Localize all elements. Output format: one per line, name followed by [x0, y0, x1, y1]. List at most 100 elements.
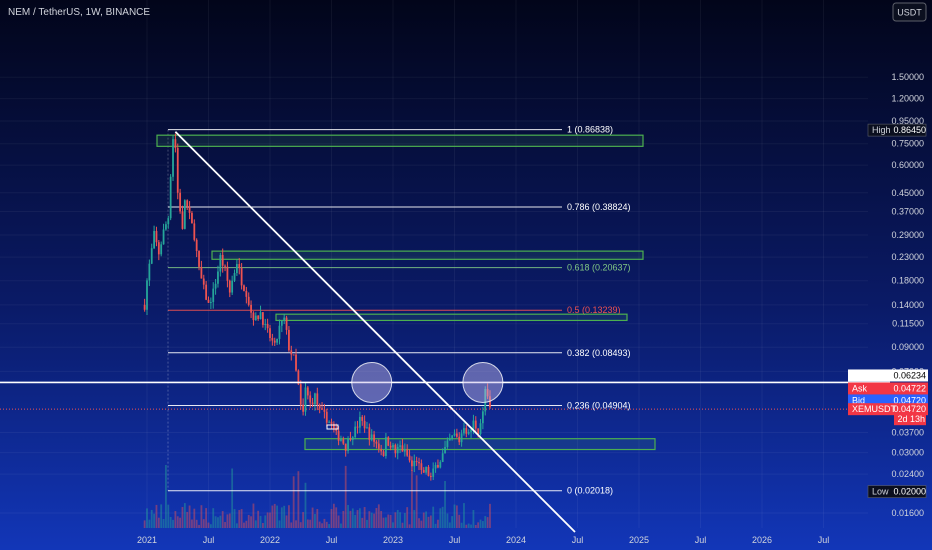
- candle: [278, 325, 281, 339]
- volume-bar: [465, 524, 468, 528]
- candle: [370, 434, 373, 440]
- volume-bar: [224, 522, 226, 528]
- volume-bar: [373, 513, 375, 528]
- volume-bar: [396, 509, 399, 528]
- volume-bar: [167, 504, 170, 528]
- badge-symbol-bg: [848, 403, 928, 416]
- candle: [257, 315, 260, 319]
- candle: [181, 211, 184, 229]
- fib-label: 0.786 (0.38824): [567, 202, 631, 212]
- x-tick-label: 2023: [383, 535, 403, 545]
- candle: [297, 370, 300, 385]
- drawings[interactable]: [0, 131, 890, 533]
- badge-resistance-value: 0.06234: [893, 370, 926, 380]
- volume-bar: [347, 505, 349, 528]
- volume-bar: [186, 511, 189, 528]
- price-axis[interactable]: 1.50000 1.20000 0.95000 0.75000 0.60000 0.450…: [891, 72, 924, 518]
- candle: [160, 244, 163, 255]
- volume-bar: [302, 512, 305, 528]
- volume-bar: [375, 508, 378, 528]
- volume-bar: [264, 515, 267, 528]
- candle: [212, 288, 215, 303]
- volume-bar: [153, 513, 155, 528]
- candle: [231, 280, 234, 293]
- candle: [479, 423, 482, 435]
- x-tick-label: Jul: [326, 535, 338, 545]
- candle: [401, 445, 404, 452]
- candle: [349, 438, 352, 440]
- volume-bar: [306, 519, 309, 528]
- y-tick-label: 0.18000: [891, 276, 924, 286]
- candle: [314, 393, 316, 405]
- candle: [363, 420, 366, 429]
- volume-bar: [212, 508, 215, 528]
- fib-label: 0.236 (0.04904): [567, 401, 631, 411]
- volume-bar: [463, 503, 465, 528]
- volume-bar: [273, 503, 276, 528]
- volume-bar: [311, 507, 314, 528]
- fib-retracement[interactable]: 1 (0.86838) 0.786 (0.38824) 0.618 (0.20637…: [167, 125, 631, 496]
- candle: [143, 304, 146, 310]
- candle: [429, 475, 432, 477]
- volume-bar: [160, 504, 163, 528]
- candle: [472, 420, 475, 430]
- candle: [176, 148, 179, 193]
- candle: [198, 250, 200, 267]
- candle: [323, 409, 326, 412]
- volume-bar: [403, 512, 406, 528]
- volume-bar: [413, 510, 416, 528]
- candle: [332, 423, 335, 429]
- volume-bar: [257, 510, 260, 528]
- candle: [226, 266, 229, 281]
- volume-bar: [349, 510, 352, 528]
- badge-timer-bg: [894, 414, 926, 426]
- candle: [169, 176, 172, 219]
- volume-bar: [342, 510, 345, 528]
- candle: [316, 393, 319, 405]
- volume-bar: [226, 514, 229, 528]
- low-label: Low: [872, 487, 889, 497]
- support-resistance-zones[interactable]: [156, 134, 656, 451]
- volume-bar: [380, 511, 383, 528]
- candle: [318, 404, 321, 409]
- candle: [342, 438, 345, 444]
- volume-bar: [472, 509, 475, 528]
- candle: [295, 354, 297, 371]
- badge-ask-label: Ask: [852, 383, 868, 393]
- candle: [337, 430, 340, 441]
- candle: [174, 139, 177, 149]
- candle: [179, 192, 182, 212]
- volume-bar: [278, 520, 281, 528]
- currency-button[interactable]: USDT: [892, 2, 927, 22]
- volume-bar: [183, 503, 186, 528]
- volume-bar: [280, 507, 283, 528]
- candle: [408, 455, 411, 461]
- candle: [368, 427, 371, 440]
- volume-bar: [330, 508, 333, 528]
- time-axis[interactable]: 2021 Jul 2022 Jul 2023 Jul 2024 Jul 2025 Jul 2026 J…: [137, 535, 829, 545]
- candle: [437, 464, 439, 468]
- candle: [375, 441, 378, 444]
- volume-bar: [207, 522, 210, 528]
- fib-label: 1 (0.86838): [567, 125, 613, 135]
- volume-bar: [448, 522, 451, 528]
- volume-bar: [169, 516, 172, 528]
- candle: [247, 296, 250, 305]
- volume-bar: [470, 524, 472, 528]
- volume-bar: [198, 524, 200, 528]
- candle: [425, 466, 428, 473]
- candle: [382, 451, 385, 456]
- volume-bar: [243, 522, 245, 528]
- volume-bar: [451, 516, 454, 528]
- y-tick-label: 0.23000: [891, 252, 924, 262]
- volume-bar: [366, 519, 368, 528]
- volume-bar: [418, 518, 420, 528]
- volume-bar: [474, 524, 477, 528]
- volume-bar: [188, 505, 191, 528]
- volume-bar: [193, 508, 196, 528]
- volume-bar: [150, 509, 153, 528]
- volume-bar: [238, 510, 241, 528]
- volume-bar: [481, 521, 484, 528]
- y-tick-label: 1.20000: [891, 94, 924, 104]
